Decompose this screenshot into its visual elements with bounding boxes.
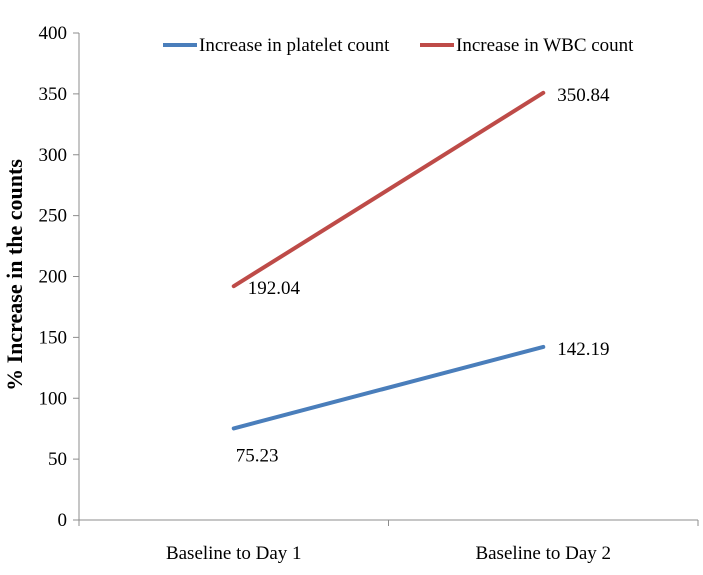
y-tick-label: 250 (39, 206, 68, 227)
x-tick-label: Baseline to Day 2 (475, 543, 611, 564)
data-label: 350.84 (557, 85, 610, 106)
y-ticks: 0 50 100 150 200 250 300 350 400 (39, 23, 79, 531)
y-tick-label: 50 (48, 449, 67, 470)
y-axis-title: % Increase in the counts (2, 159, 27, 391)
x-tick-label: Baseline to Day 1 (166, 543, 302, 564)
axes (78, 33, 698, 521)
x-ticks: Baseline to Day 1 Baseline to Day 2 (78, 520, 699, 564)
y-tick-label: 200 (39, 267, 68, 288)
y-tick-label: 400 (39, 23, 68, 44)
y-tick-label: 350 (39, 84, 68, 105)
y-tick-label: 0 (58, 510, 68, 531)
series-line-wbc (231, 90, 546, 289)
legend-label: Increase in platelet count (199, 35, 390, 56)
y-tick-label: 150 (39, 327, 68, 348)
legend: Increase in platelet count Increase in WB… (163, 35, 634, 56)
legend-label: Increase in WBC count (456, 35, 634, 56)
y-tick-label: 100 (39, 388, 68, 409)
series-lines (231, 90, 546, 431)
y-tick-label: 300 (39, 145, 68, 166)
data-label: 192.04 (248, 278, 301, 299)
data-label: 75.23 (236, 445, 279, 466)
data-labels: 75.23 142.19 192.04 350.84 (236, 85, 610, 467)
series-line-platelet (231, 344, 546, 431)
data-label: 142.19 (557, 339, 609, 360)
